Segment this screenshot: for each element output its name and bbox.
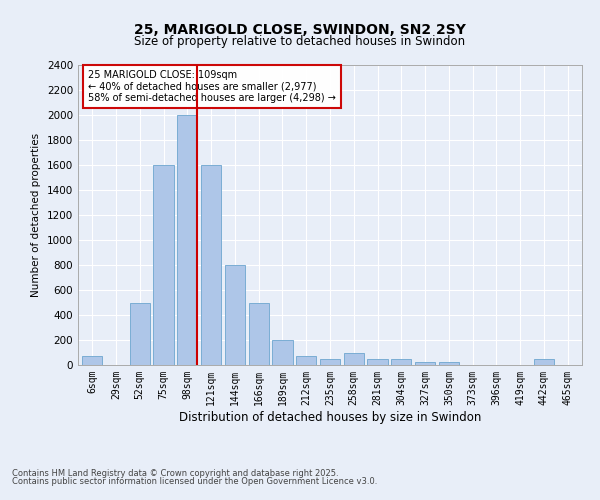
X-axis label: Distribution of detached houses by size in Swindon: Distribution of detached houses by size … [179, 410, 481, 424]
Text: Contains HM Land Registry data © Crown copyright and database right 2025.: Contains HM Land Registry data © Crown c… [12, 468, 338, 477]
Bar [248, 302, 269, 365]
Text: 25, MARIGOLD CLOSE, SWINDON, SN2 2SY: 25, MARIGOLD CLOSE, SWINDON, SN2 2SY [134, 22, 466, 36]
Y-axis label: Number of detached properties: Number of detached properties [31, 133, 41, 297]
Bar [367, 359, 388, 365]
Bar [296, 356, 316, 365]
Bar [439, 362, 459, 365]
Text: Contains public sector information licensed under the Open Government Licence v3: Contains public sector information licen… [12, 477, 377, 486]
Bar [82, 356, 103, 365]
Bar [201, 165, 221, 365]
Bar [415, 362, 435, 365]
Bar [534, 359, 554, 365]
Bar [320, 359, 340, 365]
Text: Size of property relative to detached houses in Swindon: Size of property relative to detached ho… [134, 35, 466, 48]
Bar [272, 340, 293, 365]
Bar [391, 359, 412, 365]
Bar [225, 265, 245, 365]
Text: 25 MARIGOLD CLOSE: 109sqm
← 40% of detached houses are smaller (2,977)
58% of se: 25 MARIGOLD CLOSE: 109sqm ← 40% of detac… [88, 70, 336, 102]
Bar [344, 352, 364, 365]
Bar [130, 302, 150, 365]
Bar [154, 165, 173, 365]
Bar [177, 115, 197, 365]
